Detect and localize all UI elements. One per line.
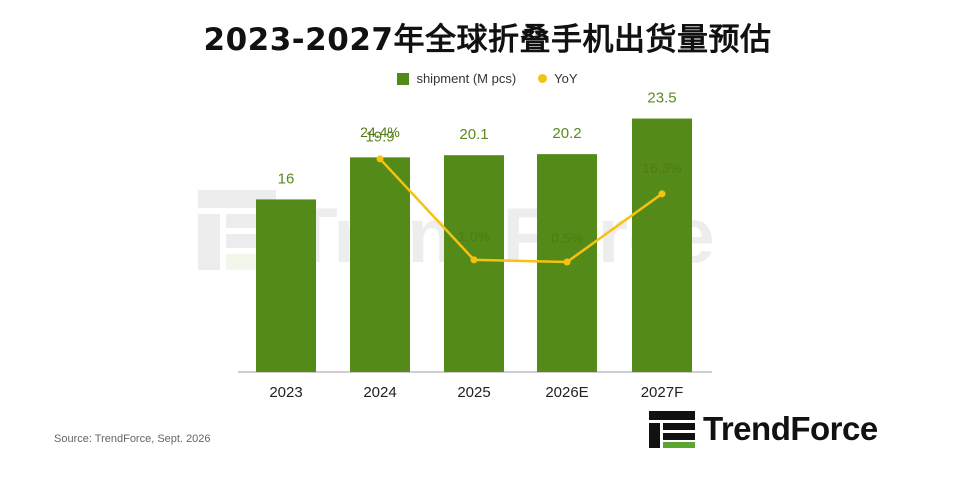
- bar-value-label-2026E: 20.2: [552, 125, 581, 142]
- legend-label-yoy: YoY: [554, 71, 578, 86]
- legend-swatch-yoy: [538, 74, 548, 83]
- x-tick-labels-group: 2023 2024 2025 2026E 2027F: [269, 384, 683, 401]
- yoy-point-2026E: [563, 258, 571, 266]
- source-note: Source: TrendForce, Sept. 2026: [54, 433, 211, 445]
- yoy-value-label-2024: 24.4%: [360, 124, 400, 140]
- yoy-value-label-2025: 1.0%: [458, 228, 490, 244]
- legend-item-yoy: YoY: [538, 71, 578, 86]
- legend-swatch-shipment: [397, 72, 410, 85]
- yoy-point-2027F: [658, 190, 666, 198]
- bar-2027F: [632, 118, 692, 373]
- bar-value-label-2023: 16: [278, 170, 295, 187]
- x-tick-label-2025: 2025: [457, 384, 490, 401]
- bar-value-label-2025: 20.1: [459, 126, 488, 143]
- legend-item-shipment: shipment (M pcs): [397, 71, 516, 86]
- x-tick-label-2026E: 2026E: [545, 384, 588, 401]
- bar-2023: [256, 199, 316, 372]
- x-tick-label-2024: 2024: [363, 384, 396, 401]
- x-tick-label-2027F: 2027F: [641, 384, 684, 401]
- yoy-value-label-2027F: 16.3%: [642, 160, 682, 176]
- bars-group: [256, 118, 692, 373]
- yoy-point-2024: [376, 155, 384, 163]
- yoy-value-label-2026E: 0.5%: [551, 230, 583, 246]
- legend-label-shipment: shipment (M pcs): [416, 71, 517, 86]
- bar-2024: [350, 157, 410, 372]
- yoy-point-2025: [470, 256, 478, 264]
- bar-value-label-2024: 19.9: [365, 128, 394, 145]
- yoy-line-group: [376, 155, 666, 266]
- yoy-series-line: [379, 158, 663, 264]
- chart-title: 2023-2027年全球折叠手机出货量预估: [203, 22, 772, 58]
- logo-text: TrendForce: [703, 410, 878, 447]
- bar-2025: [444, 155, 504, 372]
- legend: shipment (M pcs) YoY: [0, 71, 975, 86]
- trendforce-logo-icon: [649, 411, 695, 448]
- yoy-labels-group: 24.4% 1.0% 0.5% 16.3%: [360, 124, 682, 246]
- bar-labels-group: 16 19.9 20.1 20.2 23.5: [278, 90, 677, 188]
- trendforce-logo: TrendForce: [649, 409, 878, 449]
- bar-value-label-2027F: 23.5: [647, 90, 676, 107]
- x-tick-label-2023: 2023: [269, 384, 302, 401]
